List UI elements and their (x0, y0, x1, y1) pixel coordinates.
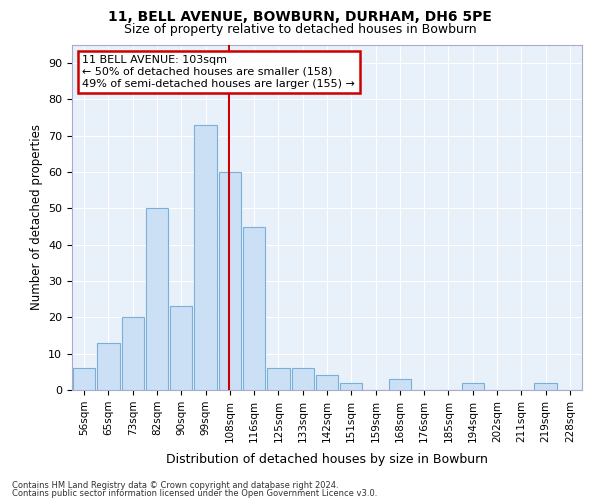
Bar (73, 368, 95, 390)
Bar (389, 379, 411, 390)
Bar (122, 318, 144, 390)
Bar (535, 382, 557, 390)
Bar (340, 382, 362, 390)
Bar (97, 343, 119, 390)
Bar (316, 376, 338, 390)
Text: Size of property relative to detached houses in Bowburn: Size of property relative to detached ho… (124, 22, 476, 36)
Bar (243, 226, 265, 390)
Y-axis label: Number of detached properties: Number of detached properties (29, 124, 43, 310)
Text: 11 BELL AVENUE: 103sqm
← 50% of detached houses are smaller (158)
49% of semi-de: 11 BELL AVENUE: 103sqm ← 50% of detached… (82, 56, 355, 88)
Bar (146, 208, 168, 390)
Bar (170, 306, 193, 390)
Bar (194, 125, 217, 390)
Bar (218, 172, 241, 390)
Bar (461, 382, 484, 390)
Text: Contains public sector information licensed under the Open Government Licence v3: Contains public sector information licen… (12, 488, 377, 498)
Bar (267, 368, 290, 390)
Bar (292, 368, 314, 390)
Text: 11, BELL AVENUE, BOWBURN, DURHAM, DH6 5PE: 11, BELL AVENUE, BOWBURN, DURHAM, DH6 5P… (108, 10, 492, 24)
Text: Contains HM Land Registry data © Crown copyright and database right 2024.: Contains HM Land Registry data © Crown c… (12, 481, 338, 490)
X-axis label: Distribution of detached houses by size in Bowburn: Distribution of detached houses by size … (166, 453, 488, 466)
